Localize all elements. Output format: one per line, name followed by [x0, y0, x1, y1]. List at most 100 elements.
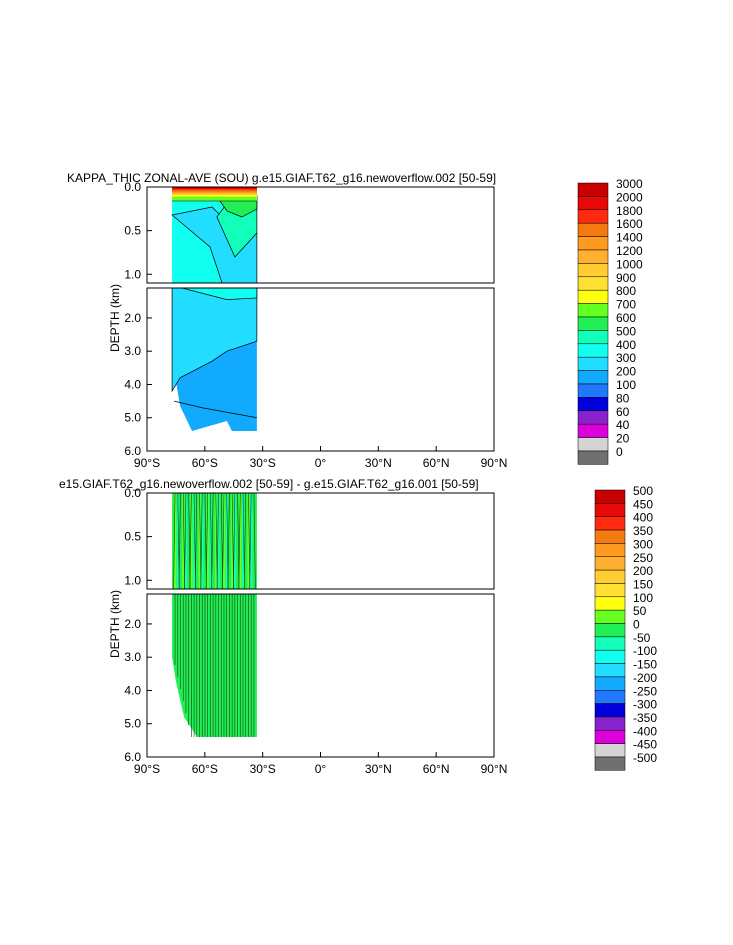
- contour-line: [173, 493, 176, 589]
- y-tick-label: 0.0: [124, 486, 141, 500]
- colorbar-label: -400: [633, 724, 657, 738]
- contour-line: [184, 493, 187, 589]
- contour-field-lower: [171, 288, 258, 432]
- y-tick-label: 2.0: [124, 311, 141, 325]
- colorbar-swatch: [577, 289, 609, 304]
- contour-line: [243, 493, 247, 589]
- y-tick-label: 2.0: [124, 617, 141, 631]
- colorbar-swatch: [577, 383, 609, 398]
- colorbar-label: 40: [616, 418, 630, 432]
- field-streak: [244, 493, 247, 589]
- field-streak: [228, 493, 231, 589]
- colorbar-swatch: [577, 263, 609, 278]
- colorbar-label: 300: [633, 537, 653, 551]
- colorbar-swatch: [594, 583, 626, 598]
- y-tick-label: 5.0: [124, 411, 141, 425]
- contour-line: [205, 493, 208, 589]
- field-streak: [231, 493, 234, 589]
- field-streak: [236, 493, 239, 589]
- y-tick-label: 6.0: [124, 750, 141, 764]
- colorbar-swatch: [594, 649, 626, 664]
- colorbar-label: 1000: [616, 257, 643, 271]
- colorbar-label: 900: [616, 271, 636, 285]
- colorbar-label: 2000: [616, 190, 643, 204]
- field-streak: [209, 493, 212, 589]
- upper-plot-frame: [146, 492, 495, 590]
- x-tick-label: 30°N: [365, 762, 392, 776]
- colorbar-label: 800: [616, 284, 636, 298]
- colorbar-label: 300: [616, 351, 636, 365]
- colorbar-label: -500: [633, 751, 657, 765]
- colorbar-label: -50: [633, 631, 651, 645]
- y-tick-label: 5.0: [124, 717, 141, 731]
- x-tick-label: 0°: [315, 456, 327, 470]
- colorbar-label: -450: [633, 738, 657, 752]
- colorbar-label: 1600: [616, 217, 643, 231]
- field-streak: [247, 493, 250, 589]
- colorbar-swatch: [577, 437, 609, 452]
- contour-line: [227, 493, 230, 589]
- colorbar-label: 400: [616, 338, 636, 352]
- x-tick-label: 90°N: [481, 762, 508, 776]
- colorbar-swatch: [577, 450, 609, 465]
- field-streak: [206, 493, 209, 589]
- field-streak: [225, 493, 228, 589]
- colorbar-label: 100: [633, 591, 653, 605]
- colorbar-swatch: [594, 730, 626, 744]
- field-streak: [217, 493, 220, 589]
- colorbar-label: 150: [633, 577, 653, 591]
- colorbar-swatch: [594, 743, 626, 758]
- colorbar-swatch: [577, 303, 609, 318]
- y-tick-label: 6.0: [124, 444, 141, 458]
- field-streak: [239, 493, 242, 589]
- field-streak: [222, 493, 226, 589]
- field-band: [172, 594, 257, 738]
- y-tick-label: 0.5: [124, 530, 141, 544]
- colorbar-swatch: [577, 410, 609, 425]
- colorbar-label: 450: [633, 497, 653, 511]
- colorbar-label: 250: [633, 551, 653, 565]
- contour-line: [173, 400, 257, 419]
- field-streak: [201, 493, 204, 589]
- contour-field-upper: [172, 493, 257, 589]
- colorbar-label: 200: [616, 365, 636, 379]
- colorbar-swatch: [594, 676, 626, 691]
- colorbar-swatch: [577, 182, 609, 197]
- colorbar-swatch: [577, 356, 609, 371]
- colorbar-label: -200: [633, 671, 657, 685]
- colorbar-label: 20: [616, 432, 630, 446]
- field-streak: [198, 493, 201, 589]
- field-streak: [250, 493, 253, 589]
- field-streak: [203, 493, 207, 589]
- colorbar-swatch: [594, 556, 626, 571]
- field-band: [172, 196, 257, 201]
- field-streak: [252, 493, 256, 589]
- x-tick-label: 30°S: [250, 762, 276, 776]
- colorbar-swatch: [594, 596, 626, 611]
- colorbar-swatch: [577, 370, 609, 385]
- contour-line: [238, 493, 241, 589]
- y-tick-label: 0.5: [124, 224, 141, 238]
- x-tick-label: 60°N: [423, 456, 450, 470]
- colorbar-swatch: [577, 196, 609, 211]
- contour-line: [200, 493, 203, 589]
- colorbar-swatch: [577, 276, 609, 291]
- y-tick-labels: 0.0 0.5 1.0 2.0 3.0 4.0 5.0 6.0: [124, 180, 152, 458]
- colorbar-swatch: [577, 330, 609, 345]
- colorbar-label: 60: [616, 405, 630, 419]
- contour-line: [178, 493, 181, 589]
- field-streak: [193, 493, 196, 589]
- colorbar-label: 350: [633, 524, 653, 538]
- colorbar-swatch: [577, 249, 609, 264]
- x-tick-label: 90°S: [134, 762, 160, 776]
- contour-line: [253, 493, 256, 589]
- x-tick-label: 60°S: [192, 762, 218, 776]
- x-tick-label: 90°N: [481, 456, 508, 470]
- x-tick-label: 60°S: [192, 456, 218, 470]
- contour-line: [249, 493, 252, 589]
- field-streak: [176, 493, 179, 589]
- colorbar-swatch: [594, 690, 626, 704]
- field-streak: [182, 493, 185, 589]
- y-tick-label: 1.0: [124, 573, 141, 587]
